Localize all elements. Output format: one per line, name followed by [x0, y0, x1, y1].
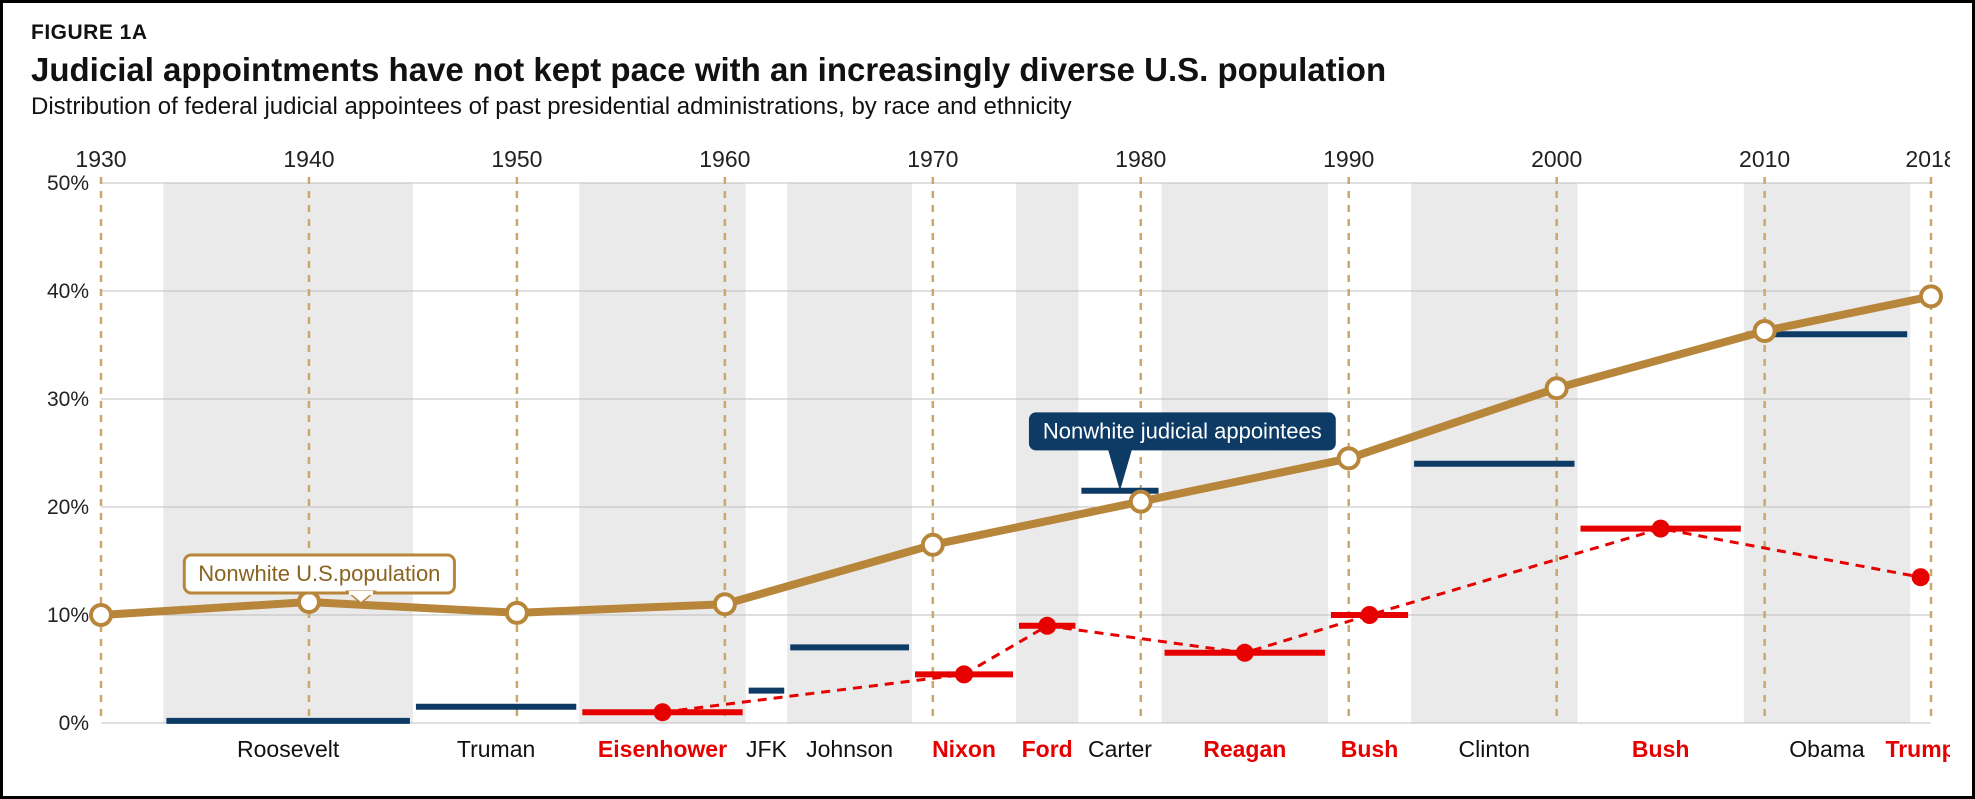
president-label: JFK	[746, 736, 788, 762]
population-marker	[91, 605, 111, 625]
x-tick-label: 1980	[1115, 146, 1166, 172]
population-marker	[1547, 378, 1567, 398]
president-label: Bush	[1632, 736, 1690, 762]
y-tick-label: 40%	[47, 280, 89, 303]
republican-trend-marker	[955, 665, 973, 683]
population-marker	[507, 603, 527, 623]
population-marker	[299, 592, 319, 612]
republican-trend-marker	[1361, 606, 1379, 624]
plot-area: 0% 10% 20% 30% 40% 50%1930 1940 1950 1960 1970 198…	[31, 143, 1944, 786]
x-tick-label: 2018	[1905, 146, 1950, 172]
figure-title: Judicial appointments have not kept pace…	[31, 51, 1944, 89]
president-label: Bush	[1341, 736, 1399, 762]
republican-trend-marker	[1038, 617, 1056, 635]
president-label: Nixon	[932, 736, 996, 762]
chart-svg: 0% 10% 20% 30% 40% 50%1930 1940 1950 1960 1970 198…	[31, 143, 1950, 792]
term-band	[1411, 183, 1577, 723]
x-tick-label: 1990	[1323, 146, 1374, 172]
legend-tail	[1108, 449, 1132, 490]
y-tick-label: 50%	[47, 172, 89, 195]
president-label: Carter	[1088, 736, 1152, 762]
term-band	[579, 183, 745, 723]
y-tick-label: 10%	[47, 604, 89, 627]
president-label: Clinton	[1458, 736, 1530, 762]
president-label: Reagan	[1203, 736, 1286, 762]
republican-trend-marker	[1652, 520, 1670, 538]
republican-trend-marker	[1912, 568, 1930, 586]
x-tick-label: 2010	[1739, 146, 1790, 172]
president-label: Ford	[1022, 736, 1073, 762]
population-marker	[1755, 321, 1775, 341]
x-tick-label: 1960	[699, 146, 750, 172]
x-tick-label: 1950	[491, 146, 542, 172]
population-marker	[1339, 448, 1359, 468]
population-marker	[923, 535, 943, 555]
president-label: Johnson	[806, 736, 893, 762]
y-tick-label: 30%	[47, 388, 89, 411]
population-marker	[715, 594, 735, 614]
figure-label: FIGURE 1A	[31, 21, 1944, 45]
term-band	[1162, 183, 1328, 723]
president-label: Obama	[1789, 736, 1865, 762]
figure-container: FIGURE 1A Judicial appointments have not…	[0, 0, 1975, 799]
president-label: Truman	[457, 736, 535, 762]
x-tick-label: 1970	[907, 146, 958, 172]
y-tick-label: 0%	[59, 712, 89, 735]
term-band	[1016, 183, 1078, 723]
figure-subtitle: Distribution of federal judicial appoint…	[31, 93, 1944, 121]
x-tick-label: 1940	[283, 146, 334, 172]
population-marker	[1921, 286, 1941, 306]
republican-trend-marker	[653, 703, 671, 721]
population-marker	[1131, 492, 1151, 512]
president-label: Roosevelt	[237, 736, 340, 762]
term-band	[1744, 183, 1910, 723]
legend-text: Nonwhite U.S.population	[198, 561, 440, 586]
x-tick-label: 1930	[75, 146, 126, 172]
legend-text: Nonwhite judicial appointees	[1043, 418, 1322, 443]
republican-trend-marker	[1236, 644, 1254, 662]
term-band	[163, 183, 413, 723]
x-tick-label: 2000	[1531, 146, 1582, 172]
president-label: Trump	[1885, 736, 1950, 762]
term-band	[787, 183, 912, 723]
president-label: Eisenhower	[598, 736, 727, 762]
y-tick-label: 20%	[47, 496, 89, 519]
